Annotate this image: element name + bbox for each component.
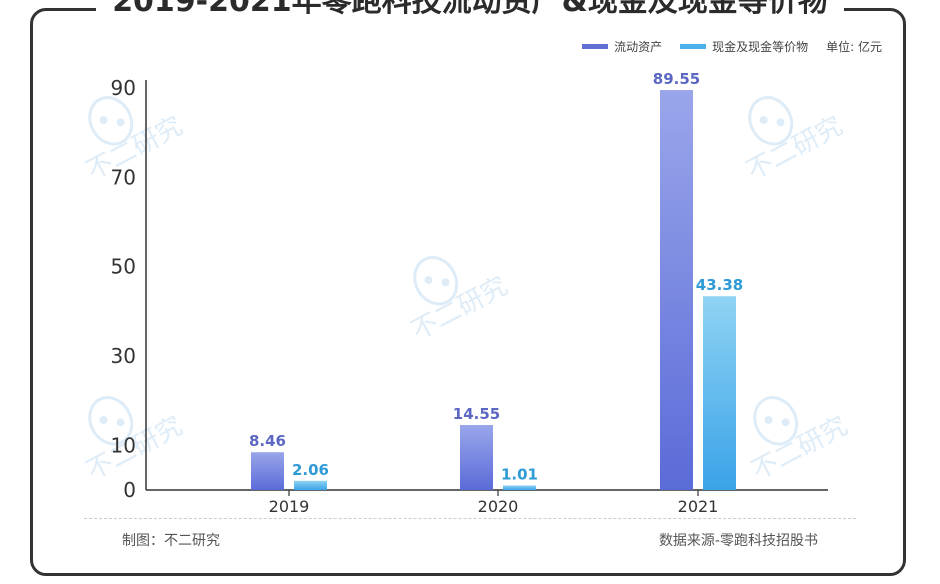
chart-title: 2019-2021年零跑科技流动资产&现金及现金等价物 <box>0 0 940 22</box>
watermark-text: 不二研究 <box>747 411 853 486</box>
data-label-cash: 43.38 <box>696 276 743 294</box>
y-tick-label: 70 <box>111 165 136 189</box>
unit-label: 单位: 亿元 <box>826 40 882 54</box>
data-label-current-assets: 8.46 <box>249 432 286 450</box>
watermark-text: 不二研究 <box>407 271 513 346</box>
legend: 流动资产 现金及现金等价物 单位: 亿元 <box>564 38 882 55</box>
data-label-current-assets: 14.55 <box>453 405 500 423</box>
footer-divider <box>84 518 856 519</box>
bar-current-assets <box>251 452 284 490</box>
data-label-cash: 1.01 <box>501 465 538 483</box>
legend-label-cash: 现金及现金等价物 <box>712 40 809 54</box>
bar-current-assets <box>460 425 493 490</box>
watermark-logo: 不二研究 <box>82 396 188 486</box>
bar-cash <box>294 480 327 490</box>
x-tick-label: 2021 <box>678 497 719 516</box>
x-tick-label: 2019 <box>269 497 310 516</box>
watermark-logo: 不二研究 <box>742 96 848 186</box>
y-tick-label: 50 <box>111 255 136 279</box>
watermark-logo: 不二研究 <box>407 256 513 346</box>
data-label-current-assets: 89.55 <box>653 70 700 88</box>
watermark-text: 不二研究 <box>742 111 848 186</box>
y-tick-label: 10 <box>111 433 136 457</box>
y-tick-label: 90 <box>111 76 136 100</box>
legend-label-current-assets: 流动资产 <box>614 40 663 54</box>
legend-swatch-cash <box>680 44 707 49</box>
legend-item-current-assets: 流动资产 <box>582 38 662 55</box>
bar-cash <box>703 296 736 490</box>
y-tick-label: 30 <box>111 344 136 368</box>
x-tick-label: 2020 <box>478 497 519 516</box>
footer-credit: 制图：不二研究 <box>122 533 220 549</box>
legend-item-cash: 现金及现金等价物 <box>680 38 808 55</box>
bar-current-assets <box>660 90 693 490</box>
footer-source: 数据来源-零跑科技招股书 <box>658 533 818 549</box>
watermark-logo: 不二研究 <box>747 396 853 486</box>
bar-cash <box>503 485 536 490</box>
legend-swatch-current-assets <box>582 44 609 49</box>
y-tick-label: 0 <box>123 478 136 502</box>
data-label-cash: 2.06 <box>292 461 329 479</box>
